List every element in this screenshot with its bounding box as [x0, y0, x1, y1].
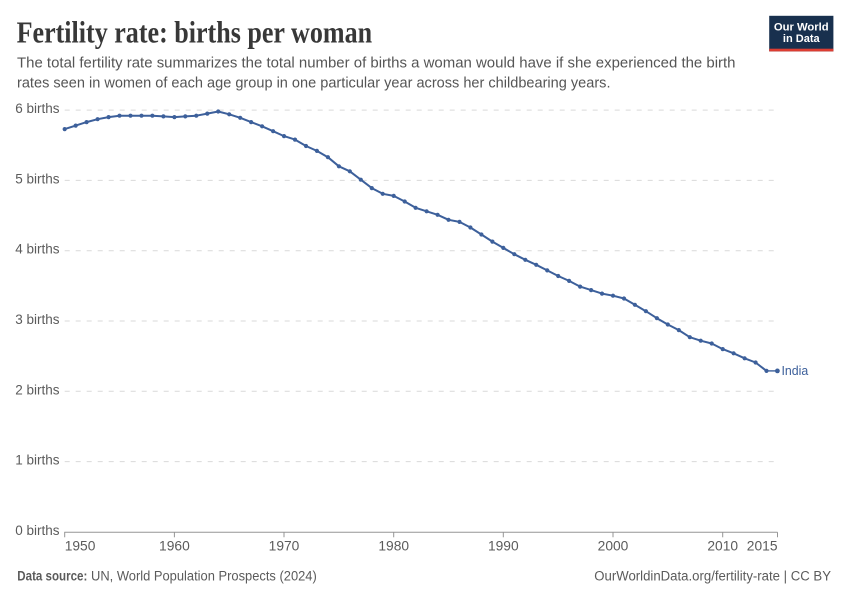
svg-text:2010: 2010 [707, 539, 738, 554]
svg-text:5 births: 5 births [15, 171, 60, 186]
svg-text:rates seen in women of each ag: rates seen in women of each age group in… [17, 75, 611, 91]
svg-text:1950: 1950 [65, 539, 96, 554]
svg-text:1980: 1980 [378, 539, 409, 554]
svg-text:Our World: Our World [774, 22, 829, 34]
svg-text:OurWorldinData.org/fertility-r: OurWorldinData.org/fertility-rate | CC B… [594, 569, 831, 584]
svg-text:6 births: 6 births [15, 101, 60, 116]
svg-text:4 births: 4 births [15, 242, 60, 257]
svg-text:Fertility rate: births per wom: Fertility rate: births per woman [17, 15, 373, 50]
svg-text:Data source:: Data source: [17, 569, 87, 584]
svg-text:1 births: 1 births [15, 453, 60, 468]
svg-text:2015: 2015 [747, 539, 778, 554]
svg-text:2000: 2000 [598, 539, 629, 554]
svg-text:India: India [782, 363, 810, 378]
svg-text:1960: 1960 [159, 539, 190, 554]
svg-text:in Data: in Data [783, 33, 821, 45]
svg-text:0 births: 0 births [15, 523, 60, 538]
svg-text:2 births: 2 births [15, 382, 60, 397]
svg-text:The total fertility rate summa: The total fertility rate summarizes the … [17, 56, 736, 72]
svg-text:3 births: 3 births [15, 312, 60, 327]
svg-text:1970: 1970 [269, 539, 300, 554]
svg-text:1990: 1990 [488, 539, 519, 554]
svg-text:UN, World Population Prospects: UN, World Population Prospects (2024) [91, 569, 317, 584]
